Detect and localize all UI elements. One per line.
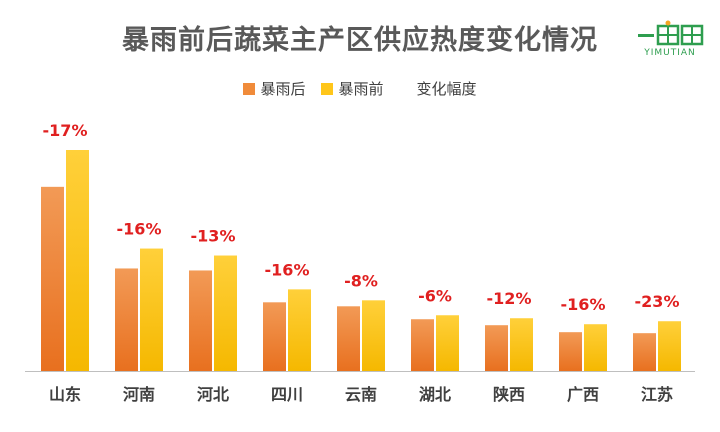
chart-title: 暴雨前后蔬菜主产区供应热度变化情况 xyxy=(122,25,598,56)
x-tick-label-8: 江苏 xyxy=(641,385,673,404)
x-tick-label-7: 广西 xyxy=(567,385,599,404)
x-tick-label-1: 河南 xyxy=(123,385,155,404)
legend-label-change: 变化幅度 xyxy=(416,80,477,98)
legend-label-after: 暴雨后 xyxy=(260,80,306,98)
legend-item-after: 暴雨后 xyxy=(243,78,305,99)
bar-after-0 xyxy=(41,186,64,371)
x-tick-label-2: 河北 xyxy=(197,385,229,404)
legend-swatch-after xyxy=(243,82,256,95)
bar-after-4 xyxy=(337,306,360,371)
bar-before-8 xyxy=(658,321,681,371)
change-label-3: -16% xyxy=(265,260,310,279)
bar-before-3 xyxy=(288,289,311,371)
x-tick-label-3: 四川 xyxy=(271,385,303,404)
chart-legend: 暴雨后 暴雨前 变化幅度 xyxy=(0,78,720,99)
bar-before-1 xyxy=(140,248,163,371)
logo-mark xyxy=(638,20,704,46)
bar-before-7 xyxy=(584,324,607,371)
legend-label-before: 暴雨前 xyxy=(338,80,384,98)
bar-after-3 xyxy=(263,302,286,371)
x-tick-label-6: 陕西 xyxy=(493,385,525,404)
change-label-1: -16% xyxy=(117,220,162,239)
x-tick-label-4: 云南 xyxy=(345,385,377,404)
bar-before-6 xyxy=(510,318,533,371)
x-tick-label-5: 湖北 xyxy=(419,385,451,404)
legend-item-before: 暴雨前 xyxy=(321,78,384,99)
bar-after-7 xyxy=(559,332,582,371)
bar-before-2 xyxy=(214,255,237,371)
change-label-6: -12% xyxy=(487,289,532,308)
change-label-7: -16% xyxy=(561,295,606,314)
change-label-8: -23% xyxy=(635,292,680,311)
bar-after-1 xyxy=(115,268,138,371)
change-label-5: -6% xyxy=(418,286,452,305)
legend-item-change: 变化幅度 xyxy=(400,78,477,99)
bar-before-4 xyxy=(362,300,385,371)
bar-before-5 xyxy=(436,315,459,371)
bar-after-5 xyxy=(411,319,434,371)
logo-text: YIMUTIAN xyxy=(644,48,696,58)
x-tick-label-0: 山东 xyxy=(49,385,81,404)
bar-after-6 xyxy=(485,325,508,371)
change-label-4: -8% xyxy=(344,271,378,290)
bar-after-2 xyxy=(189,270,212,371)
bar-before-0 xyxy=(66,150,89,371)
legend-swatch-before xyxy=(321,82,334,95)
bar-after-8 xyxy=(633,333,656,371)
yimutian-logo: YIMUTIAN xyxy=(634,20,706,64)
change-label-0: -17% xyxy=(43,121,88,140)
change-label-2: -13% xyxy=(191,227,236,246)
